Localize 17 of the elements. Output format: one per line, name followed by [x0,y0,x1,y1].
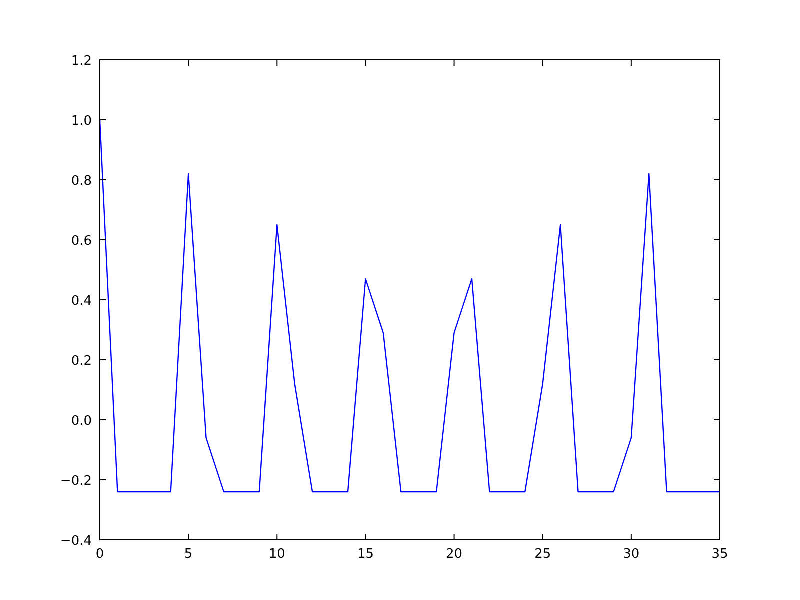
x-tick-label: 30 [623,547,640,562]
x-tick-label: 20 [446,547,463,562]
x-tick-label: 10 [268,547,286,562]
y-tick-label: 0.6 [71,234,92,249]
y-tick-label: −0.4 [60,534,92,549]
x-tick-label: 0 [96,547,104,562]
y-tick-label: 0.2 [71,354,92,369]
y-tick-label: 1.0 [71,114,92,129]
x-tick-label: 25 [534,547,552,562]
y-tick-label: −0.2 [60,474,92,489]
y-tick-label: 0.0 [71,414,92,429]
y-tick-label: 1.2 [71,54,92,69]
y-tick-label: 0.4 [71,294,92,309]
x-tick-label: 35 [712,547,728,562]
y-tick-label: 0.8 [71,174,92,189]
x-tick-label: 5 [184,547,193,562]
x-tick-label: 15 [357,547,374,562]
